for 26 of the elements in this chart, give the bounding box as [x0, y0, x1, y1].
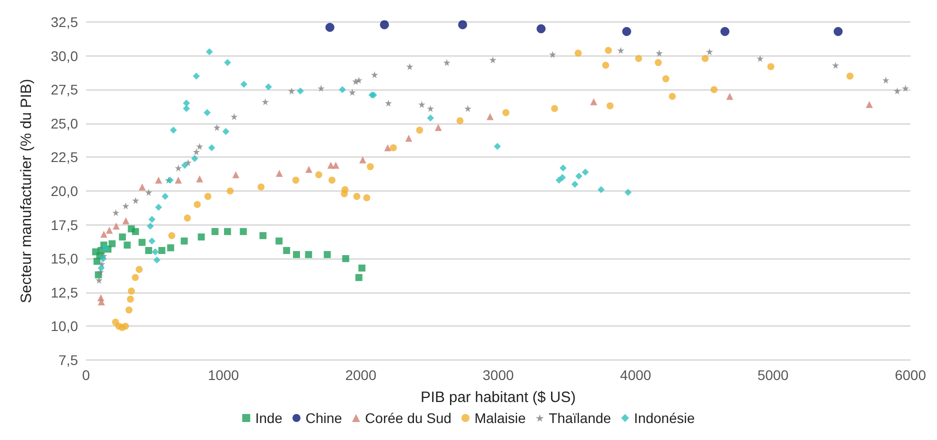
legend-label: Thaïlande: [548, 410, 612, 426]
x-tick-label: 1000: [208, 367, 240, 383]
y-tick-label: 25,0: [50, 115, 78, 132]
x-tick-label: 2000: [345, 367, 377, 383]
x-tick-label: 3000: [482, 367, 514, 383]
legend-label: Chine: [305, 410, 342, 426]
y-tick-label: 30,0: [50, 48, 78, 64]
y-tick-label: 20,0: [50, 183, 78, 199]
legend-label: Malaisie: [474, 410, 526, 426]
y-axis-title: Secteur manufacturier (% du PIB): [18, 78, 35, 304]
x-tick-label: 0: [82, 367, 90, 383]
y-tick-label: 10,0: [50, 318, 78, 334]
x-tick-label: 5000: [757, 367, 789, 383]
y-tick-label: 7,5: [58, 352, 78, 368]
y-tick-label: 12,5: [50, 284, 78, 300]
x-axis-title: PIB par habitant ($ US): [420, 389, 576, 406]
y-tick-label: 22,5: [50, 149, 78, 166]
y-tick-label: 15,0: [50, 250, 78, 267]
x-tick-label: 6000: [894, 367, 926, 383]
legend-label: Corée du Sud: [365, 410, 452, 426]
y-tick-label: 17,5: [50, 216, 78, 233]
legend-label: Inde: [255, 410, 283, 426]
legend-label: Indonésie: [634, 410, 695, 426]
y-tick-label: 27,5: [50, 82, 78, 98]
x-tick-label: 4000: [620, 367, 652, 383]
y-tick-label: 32,5: [50, 14, 78, 30]
